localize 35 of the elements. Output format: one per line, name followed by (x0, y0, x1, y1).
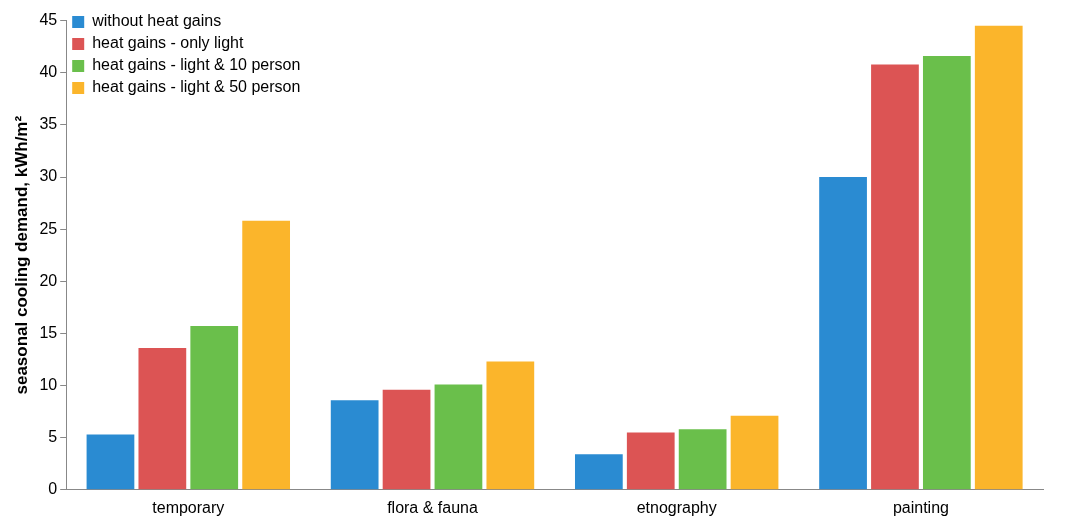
y-axis-title: seasonal cooling demand, kWh/m² (11, 115, 31, 395)
x-tick-label: painting (892, 498, 949, 516)
bar (574, 454, 623, 490)
y-tick-label: 15 (39, 323, 58, 341)
x-tick-label: temporary (152, 498, 225, 516)
bar (486, 361, 535, 490)
bar (330, 400, 379, 490)
y-tick-label: 30 (39, 167, 58, 185)
y-tick-label: 0 (48, 480, 58, 498)
y-tick-label: 35 (39, 115, 58, 133)
y-tick-label: 45 (39, 11, 58, 29)
legend-label: heat gains - only light (92, 34, 244, 52)
legend-label: without heat gains (91, 12, 222, 30)
bar (382, 389, 431, 490)
bar (871, 64, 919, 490)
bar (819, 177, 867, 490)
bar (434, 384, 483, 490)
legend-label: heat gains - light & 10 person (92, 56, 301, 74)
bar (678, 429, 727, 490)
x-tick-label: etnography (636, 498, 717, 516)
bar (138, 348, 187, 490)
legend-label: heat gains - light & 50 person (92, 78, 301, 96)
bar (190, 326, 239, 490)
y-tick-label: 20 (39, 271, 58, 289)
bar (974, 25, 1023, 490)
y-tick-label: 25 (39, 219, 58, 237)
bar (730, 415, 779, 490)
y-tick-label: 40 (39, 63, 58, 81)
y-tick-label: 5 (48, 428, 58, 446)
bar (86, 434, 135, 490)
y-tick-label: 10 (39, 375, 58, 393)
x-tick-label: flora & fauna (387, 498, 478, 516)
bar (626, 432, 675, 490)
bar (922, 56, 971, 490)
bar (242, 220, 291, 490)
